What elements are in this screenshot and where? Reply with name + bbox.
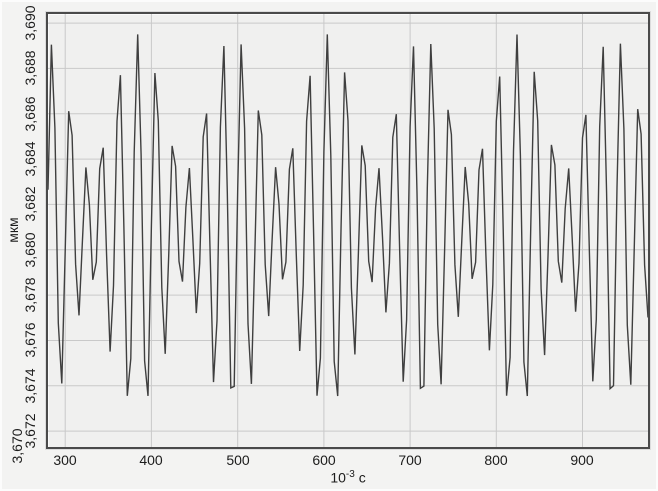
y-tick-label: 3,680 <box>22 232 38 268</box>
x-tick-label: 600 <box>312 452 336 468</box>
plot-area <box>45 11 651 450</box>
x-tick-label: 400 <box>139 452 163 468</box>
x-tick-label: 700 <box>398 452 422 468</box>
x-axis-title-exponent: -3 <box>345 469 355 480</box>
y-tick-label: 3,682 <box>22 186 38 222</box>
y-axis-title: мкм <box>5 217 21 243</box>
y-tick-label: 3,674 <box>22 368 38 404</box>
x-tick-label: 300 <box>53 452 77 468</box>
x-axis-title-unit: с <box>358 469 366 486</box>
x-tick-label: 800 <box>484 452 508 468</box>
x-tick-label: 500 <box>226 452 250 468</box>
x-tick-label: 900 <box>570 452 594 468</box>
y-tick-label: 3,688 <box>22 50 38 86</box>
x-axis-title: 10-3 с <box>330 469 365 486</box>
y-tick-label: 3,678 <box>22 277 38 313</box>
waveform-plot <box>48 14 648 447</box>
y-tick-label: 3,686 <box>22 96 38 132</box>
y-tick-label-min: 3,670 <box>9 428 25 464</box>
x-axis-title-base: 10 <box>330 469 346 486</box>
y-tick-label: 3,676 <box>22 322 38 358</box>
y-tick-label: 3,684 <box>22 141 38 177</box>
y-tick-label: 3,690 <box>22 5 38 41</box>
